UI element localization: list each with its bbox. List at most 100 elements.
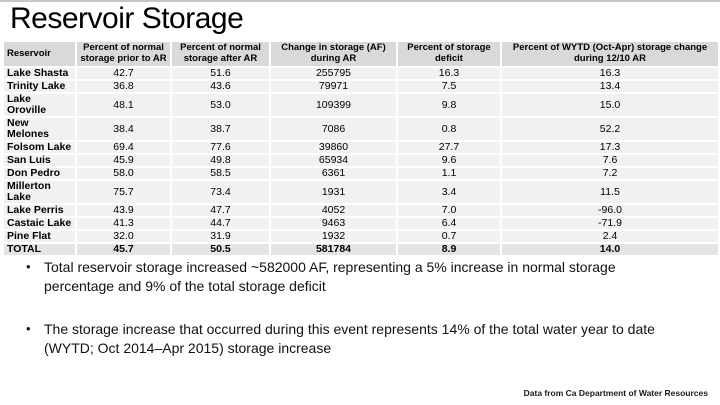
- table-row: Pine Flat 32.0 31.9 1932 0.7 2.4: [2, 229, 720, 245]
- table-cell: 47.7: [170, 203, 271, 219]
- table-cell: 51.6: [170, 65, 271, 82]
- table-cell: 45.7: [75, 242, 172, 258]
- bullet-item: The storage increase that occurred durin…: [24, 320, 664, 358]
- table-cell: 581784: [269, 242, 398, 258]
- column-header: Percent of storage deficit: [396, 40, 502, 68]
- table-cell: Lake Perris: [2, 203, 77, 219]
- table-cell: 43.6: [170, 79, 271, 95]
- table-header-row: Reservoir Percent of normal storage prior…: [2, 40, 720, 68]
- table-cell: 32.0: [75, 229, 172, 245]
- data-source-note: Data from Ca Department of Water Resourc…: [523, 388, 708, 398]
- table-row: Trinity Lake 36.8 43.6 79971 7.5 13.4: [2, 79, 720, 95]
- table-cell: 36.8: [75, 79, 172, 95]
- page-title: Reservoir Storage: [10, 2, 244, 35]
- table-cell: 7.5: [396, 79, 502, 95]
- table-cell: 42.7: [75, 65, 172, 82]
- table-cell: 11.5: [500, 179, 720, 206]
- column-header: Change in storage (AF) during AR: [269, 40, 398, 68]
- table-cell: 38.7: [170, 116, 271, 143]
- table-cell: 7.6: [500, 153, 720, 169]
- table-cell: 31.9: [170, 229, 271, 245]
- table-cell: 38.4: [75, 116, 172, 143]
- table-cell: 14.0: [500, 242, 720, 258]
- table-cell: 9.6: [396, 153, 502, 169]
- column-header: Reservoir: [2, 40, 77, 68]
- table-cell: 255795: [269, 65, 398, 82]
- table-row: Millerton Lake 75.7 73.4 1931 3.4 11.5: [2, 179, 720, 206]
- table-cell: 6.4: [396, 216, 502, 232]
- table-cell: 69.4: [75, 140, 172, 156]
- table-cell: 73.4: [170, 179, 271, 206]
- table-cell: 77.6: [170, 140, 271, 156]
- column-header: Percent of normal storage after AR: [170, 40, 271, 68]
- table-cell: New Melones: [2, 116, 77, 143]
- table-cell: 39860: [269, 140, 398, 156]
- table-cell: 6361: [269, 166, 398, 182]
- reservoir-table: Reservoir Percent of normal storage prior…: [2, 40, 720, 258]
- table-cell: 75.7: [75, 179, 172, 206]
- table-cell: 50.5: [170, 242, 271, 258]
- table-cell: Folsom Lake: [2, 140, 77, 156]
- column-header: Percent of normal storage prior to AR: [75, 40, 172, 68]
- table-cell: San Luis: [2, 153, 77, 169]
- table-cell: 17.3: [500, 140, 720, 156]
- table-cell: 2.4: [500, 229, 720, 245]
- table-row: Folsom Lake 69.4 77.6 39860 27.7 17.3: [2, 140, 720, 156]
- table-cell: 65934: [269, 153, 398, 169]
- table-cell: 45.9: [75, 153, 172, 169]
- table-cell: 7086: [269, 116, 398, 143]
- table-cell: Lake Shasta: [2, 65, 77, 82]
- table-cell: 0.8: [396, 116, 502, 143]
- table-cell: 9.8: [396, 92, 502, 119]
- table-cell: 0.7: [396, 229, 502, 245]
- table-cell: Castaic Lake: [2, 216, 77, 232]
- table-cell: 1932: [269, 229, 398, 245]
- table-cell: 48.1: [75, 92, 172, 119]
- table-cell: 15.0: [500, 92, 720, 119]
- table-cell: 13.4: [500, 79, 720, 95]
- table-cell: 49.8: [170, 153, 271, 169]
- table-row: Lake Oroville 48.1 53.0 109399 9.8 15.0: [2, 92, 720, 119]
- table-cell: 52.2: [500, 116, 720, 143]
- table-cell: Pine Flat: [2, 229, 77, 245]
- bullet-list: Total reservoir storage increased ~58200…: [24, 258, 664, 382]
- table-cell: 16.3: [396, 65, 502, 82]
- table-cell: 41.3: [75, 216, 172, 232]
- table-cell: Millerton Lake: [2, 179, 77, 206]
- table-cell: 58.0: [75, 166, 172, 182]
- table-row: San Luis 45.9 49.8 65934 9.6 7.6: [2, 153, 720, 169]
- table-cell: 8.9: [396, 242, 502, 258]
- table-row: Don Pedro 58.0 58.5 6361 1.1 7.2: [2, 166, 720, 182]
- table-cell: 7.2: [500, 166, 720, 182]
- table-cell: 79971: [269, 79, 398, 95]
- table-cell: 44.7: [170, 216, 271, 232]
- slide-top-edge: [0, 0, 720, 2]
- table-cell: 43.9: [75, 203, 172, 219]
- table-cell: 9463: [269, 216, 398, 232]
- table-body: Lake Shasta 42.7 51.6 255795 16.3 16.3 Trinity…: [2, 65, 720, 258]
- table-row: New Melones 38.4 38.7 7086 0.8 52.2: [2, 116, 720, 143]
- table-cell: 53.0: [170, 92, 271, 119]
- table-cell: -96.0: [500, 203, 720, 219]
- table-cell: 16.3: [500, 65, 720, 82]
- table-cell: 58.5: [170, 166, 271, 182]
- table-total-row: TOTAL 45.7 50.5 581784 8.9 14.0: [2, 242, 720, 258]
- table-row: Lake Shasta 42.7 51.6 255795 16.3 16.3: [2, 65, 720, 82]
- column-header: Percent of WYTD (Oct-Apr) storage change…: [500, 40, 720, 68]
- table-cell: Don Pedro: [2, 166, 77, 182]
- table-cell: 27.7: [396, 140, 502, 156]
- table-row: Lake Perris 43.9 47.7 4052 7.0 -96.0: [2, 203, 720, 219]
- table-row: Castaic Lake 41.3 44.7 9463 6.4 -71.9: [2, 216, 720, 232]
- table-cell: -71.9: [500, 216, 720, 232]
- table-cell: TOTAL: [2, 242, 77, 258]
- table-cell: Trinity Lake: [2, 79, 77, 95]
- table-cell: 1931: [269, 179, 398, 206]
- table-cell: 109399: [269, 92, 398, 119]
- table-cell: 1.1: [396, 166, 502, 182]
- bullet-item: Total reservoir storage increased ~58200…: [24, 258, 664, 296]
- table-cell: Lake Oroville: [2, 92, 77, 119]
- table-cell: 4052: [269, 203, 398, 219]
- table-cell: 7.0: [396, 203, 502, 219]
- table-cell: 3.4: [396, 179, 502, 206]
